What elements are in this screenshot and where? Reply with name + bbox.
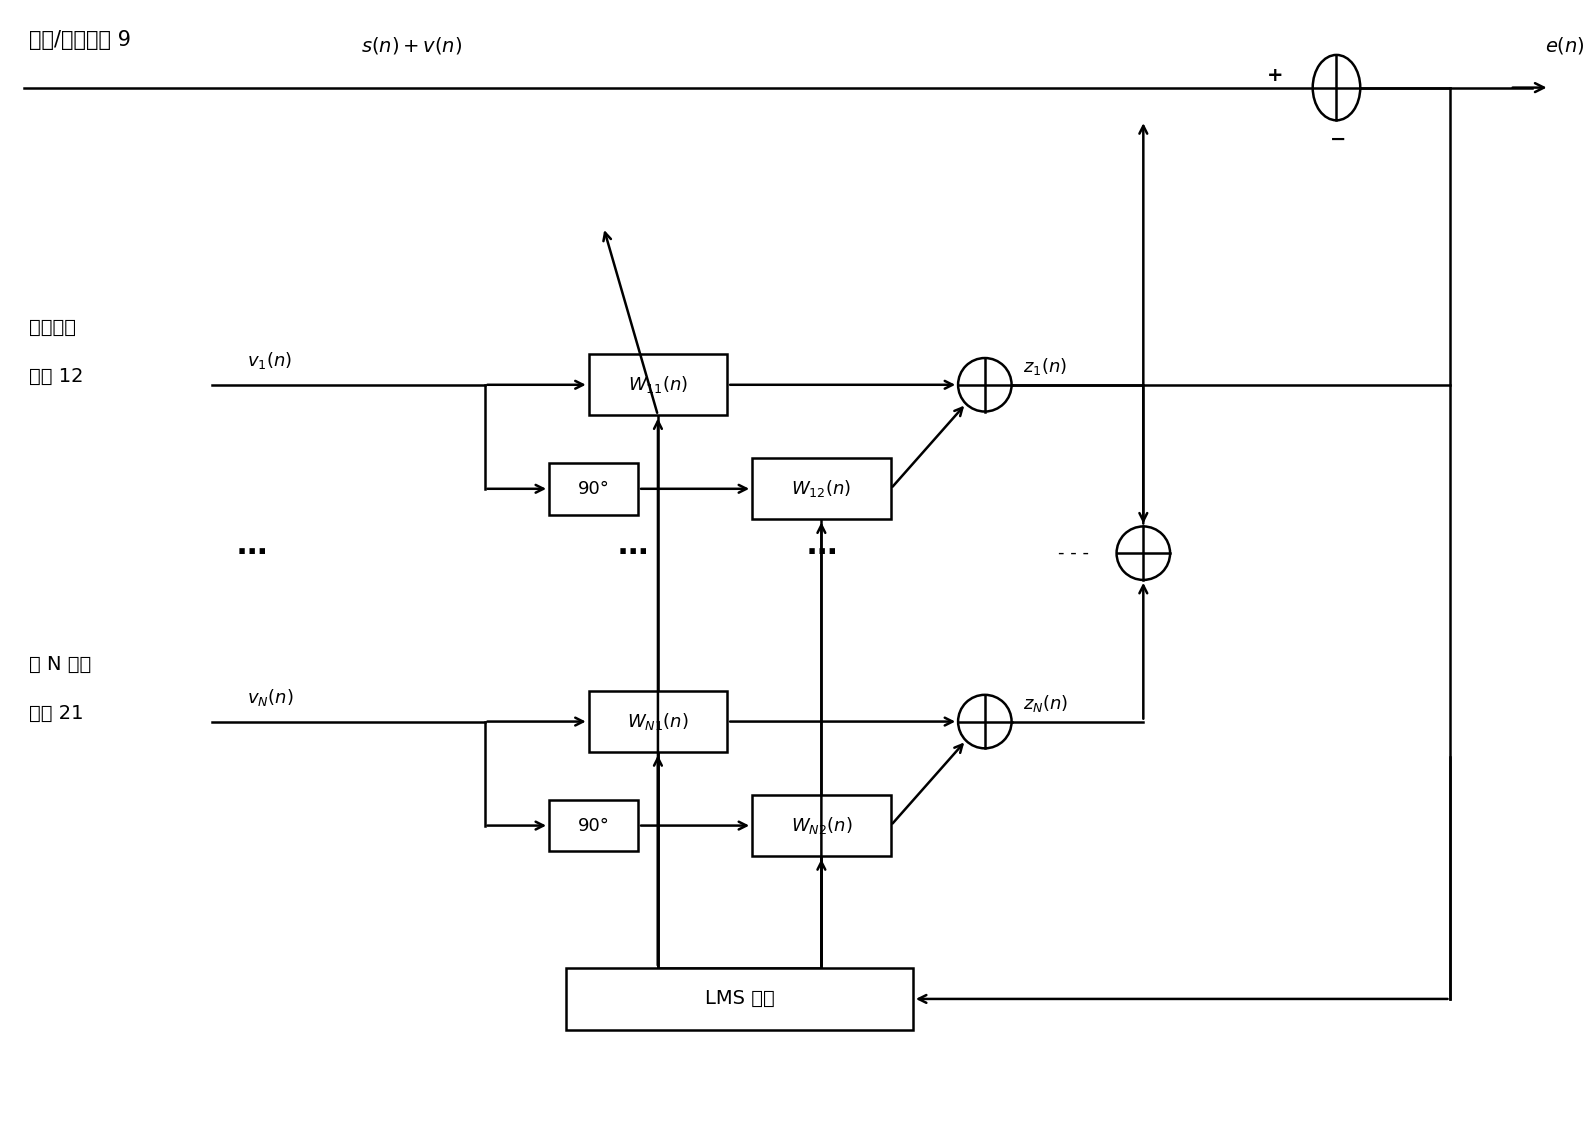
Text: $W_{11}(n)$: $W_{11}(n)$ <box>628 374 688 395</box>
Text: 发射/接收线圈 9: 发射/接收线圈 9 <box>29 30 131 50</box>
Text: ⋯: ⋯ <box>236 538 268 568</box>
Circle shape <box>1117 527 1171 580</box>
Circle shape <box>957 358 1012 411</box>
Bar <box>752 794 890 856</box>
Bar <box>588 690 728 752</box>
Text: $z_1(n)$: $z_1(n)$ <box>1023 355 1067 377</box>
Text: −: − <box>1330 129 1346 149</box>
Text: $W_{12}(n)$: $W_{12}(n)$ <box>792 478 852 499</box>
Text: $v_N(n)$: $v_N(n)$ <box>247 687 293 708</box>
Bar <box>588 354 728 416</box>
Text: ⋯: ⋯ <box>806 538 836 568</box>
Text: LMS 算法: LMS 算法 <box>704 990 774 1008</box>
Text: +: + <box>1266 66 1284 86</box>
Text: 第 N 参考: 第 N 参考 <box>29 655 91 673</box>
Ellipse shape <box>1313 55 1360 120</box>
Text: ⋯: ⋯ <box>618 538 648 568</box>
Bar <box>752 458 890 520</box>
Text: 90°: 90° <box>578 480 610 498</box>
Text: 线圈 21: 线圈 21 <box>29 704 83 724</box>
Text: - - -: - - - <box>1058 544 1090 562</box>
Text: 第一参考: 第一参考 <box>29 318 76 337</box>
Text: 线圈 12: 线圈 12 <box>29 367 83 386</box>
Bar <box>550 800 639 852</box>
Text: $z_N(n)$: $z_N(n)$ <box>1023 693 1069 713</box>
Text: 90°: 90° <box>578 816 610 834</box>
Bar <box>567 968 913 1030</box>
Text: $W_{N2}(n)$: $W_{N2}(n)$ <box>790 815 852 836</box>
Text: $v_1(n)$: $v_1(n)$ <box>247 350 292 371</box>
Circle shape <box>957 695 1012 749</box>
Text: $s(n)+v(n)$: $s(n)+v(n)$ <box>360 35 462 56</box>
Bar <box>550 463 639 514</box>
Text: $e(n)$: $e(n)$ <box>1545 35 1585 56</box>
Text: $W_{N1}(n)$: $W_{N1}(n)$ <box>628 711 688 732</box>
